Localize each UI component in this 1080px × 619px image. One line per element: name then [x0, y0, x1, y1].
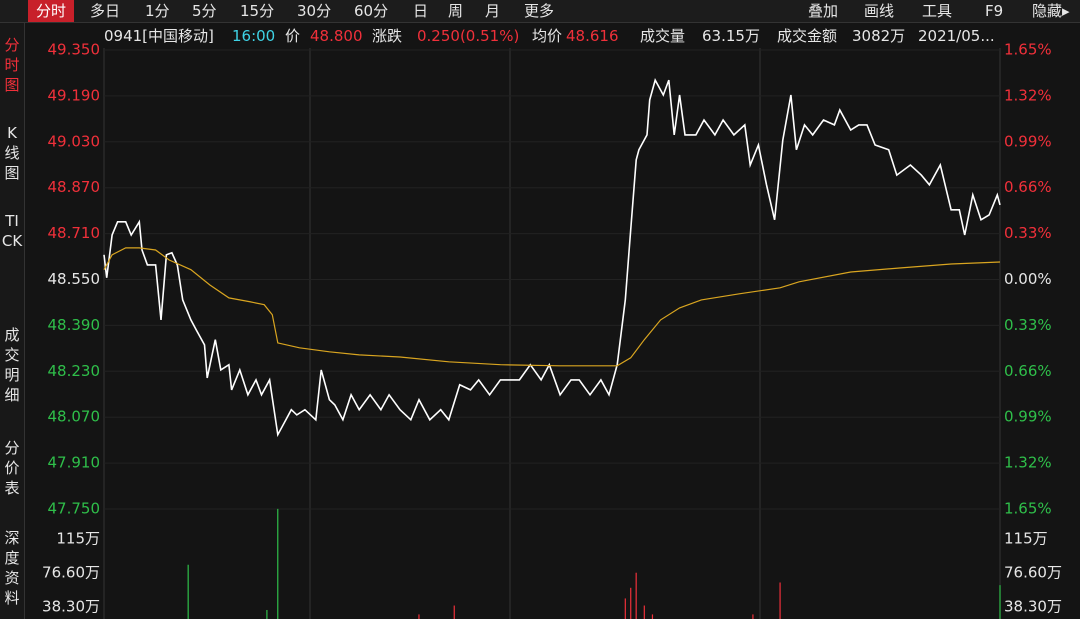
- y2-tick-label: 0.66%: [1004, 178, 1052, 196]
- y-tick-label: 49.190: [48, 86, 101, 104]
- y-tick-label: 47.750: [48, 500, 101, 518]
- toolbar-tab[interactable]: 更多: [524, 2, 555, 20]
- info-change: 0.250(0.51%): [417, 27, 520, 45]
- toolbar-tool[interactable]: 叠加: [808, 2, 839, 20]
- info-volume: 63.15万: [702, 27, 760, 45]
- sidebar-tab[interactable]: K线图: [4, 124, 20, 182]
- toolbar-tab[interactable]: 多日: [90, 2, 121, 20]
- toolbar-tool[interactable]: 工具: [922, 2, 953, 20]
- info-turnover-label: 成交金额: [777, 27, 838, 45]
- sidebar-tab[interactable]: 分价表: [4, 439, 20, 497]
- volume-tick-label: 76.60万: [42, 564, 100, 582]
- y2-tick-label: 0.99%: [1004, 132, 1052, 150]
- sidebar-tab[interactable]: 成交明细: [4, 326, 20, 404]
- volume-tick-label: 38.30万: [42, 598, 100, 616]
- y-tick-label: 47.910: [48, 454, 101, 472]
- toolbar-tab[interactable]: 1分: [145, 2, 170, 20]
- y2-tick-label: 0.33%: [1004, 224, 1052, 242]
- toolbar-tab[interactable]: 15分: [240, 2, 275, 20]
- info-price-label: 价: [285, 27, 301, 45]
- y2-tick-label: 1.65%: [1004, 500, 1052, 518]
- y-tick-label: 48.870: [48, 178, 101, 196]
- y2-tick-label: 0.66%: [1004, 362, 1052, 380]
- y-tick-label: 48.390: [48, 316, 101, 334]
- info-volume-label: 成交量: [640, 27, 686, 45]
- toolbar-tool[interactable]: 隐藏▸: [1032, 2, 1070, 20]
- sidebar: 分时图 K线图 TICK 成交明细分价表深度资料: [0, 23, 25, 619]
- y-tick-label: 48.070: [48, 408, 101, 426]
- toolbar-tool[interactable]: F9: [985, 2, 1004, 20]
- toolbar-tab[interactable]: 日: [413, 2, 429, 20]
- toolbar-tab[interactable]: 分时: [28, 0, 75, 22]
- toolbar-tool[interactable]: 画线: [864, 2, 895, 20]
- volume-tick-label-right: 38.30万: [1004, 598, 1062, 616]
- toolbar-tab[interactable]: 60分: [354, 2, 389, 20]
- y-tick-label: 48.710: [48, 224, 101, 242]
- volume-tick-label-right: 115万: [1004, 530, 1048, 548]
- sidebar-tab[interactable]: TICK: [1, 212, 23, 250]
- y2-tick-label: 0.33%: [1004, 316, 1052, 334]
- info-date: 2021/05...: [918, 27, 995, 45]
- toolbar-tab[interactable]: 30分: [297, 2, 332, 20]
- y2-tick-label: 1.65%: [1004, 41, 1052, 59]
- info-time: 16:00: [232, 27, 276, 45]
- volume-tick-label: 115万: [56, 530, 100, 548]
- info-avg-label: 均价: [532, 27, 563, 45]
- info-price: 48.800: [310, 27, 363, 45]
- toolbar-tab[interactable]: 月: [485, 2, 501, 20]
- y2-tick-label: 1.32%: [1004, 454, 1052, 472]
- info-code: 0941[中国移动]: [104, 27, 214, 45]
- toolbar-tab[interactable]: 周: [448, 2, 464, 20]
- sidebar-tab[interactable]: 分时图: [4, 36, 20, 94]
- y2-tick-label: 0.99%: [1004, 408, 1052, 426]
- sidebar-tab[interactable]: 深度资料: [4, 529, 20, 607]
- toolbar-tab[interactable]: 5分: [192, 2, 217, 20]
- info-turnover: 3082万: [852, 27, 906, 45]
- y-tick-label: 48.550: [48, 270, 101, 288]
- info-change-label: 涨跌: [372, 27, 403, 45]
- y2-tick-label: 1.32%: [1004, 86, 1052, 104]
- price-line: [103, 77, 1001, 438]
- y-tick-label: 49.350: [48, 41, 101, 59]
- y2-tick-label: 0.00%: [1004, 270, 1052, 288]
- y-tick-label: 48.230: [48, 362, 101, 380]
- toolbar: 分时 多日 1分 5分 15分 30分 60分 日 周 月 更多 叠加 画线 工具 F9 隐藏▸: [0, 0, 1080, 23]
- volume-tick-label-right: 76.60万: [1004, 564, 1062, 582]
- y-tick-label: 49.030: [48, 132, 101, 150]
- info-avg: 48.616: [566, 27, 619, 45]
- avg-line: [103, 247, 1001, 367]
